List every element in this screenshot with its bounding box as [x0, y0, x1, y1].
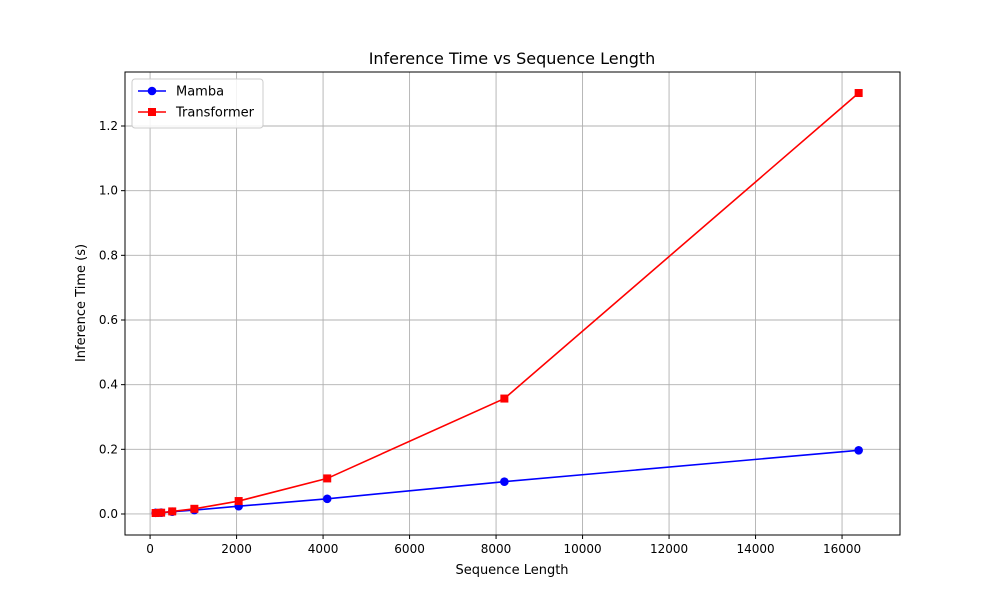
y-tick-label: 1.2: [99, 119, 118, 133]
x-tick-label: 4000: [308, 542, 339, 556]
x-tick-label: 14000: [736, 542, 774, 556]
transformer-point: [168, 507, 177, 516]
axes-frame: [124, 71, 901, 536]
y-tick-label: 0.0: [99, 507, 118, 521]
legend-mamba-label: Mamba: [176, 85, 224, 100]
x-tick-label: 6000: [394, 542, 425, 556]
mamba-point: [322, 494, 332, 504]
transformer-point: [157, 508, 166, 517]
transformer-point: [500, 394, 509, 403]
x-tick-label: 8000: [481, 542, 512, 556]
mamba-point: [500, 477, 509, 486]
chart-title: Inference Time vs Sequence Length: [369, 49, 656, 68]
y-tick-label: 0.4: [99, 378, 118, 392]
y-tick-label: 0.6: [99, 313, 118, 327]
y-tick-label: 0.8: [99, 248, 118, 262]
legend-transformer-label: Transformer: [175, 106, 255, 121]
x-axis-label: Sequence Length: [455, 563, 568, 578]
transformer-point: [190, 504, 199, 513]
x-tick-label: 0: [146, 542, 154, 556]
transformer-point: [151, 509, 160, 518]
transformer-point: [323, 474, 332, 483]
y-tick-label: 1.0: [99, 184, 118, 198]
legend: Mamba Transformer: [131, 78, 264, 129]
x-tick-label: 12000: [650, 542, 688, 556]
legend-transformer-marker: [148, 108, 156, 116]
ticks: 0 2000 4000 6000 8000 10000 12000 14000 16000 0.0…: [99, 119, 861, 556]
series-layer: [151, 89, 863, 518]
mamba-point: [854, 445, 863, 455]
transformer-point: [234, 497, 243, 506]
x-tick-label: 16000: [823, 542, 861, 556]
legend-mamba-marker: [147, 86, 157, 96]
x-tick-label: 10000: [563, 542, 601, 556]
y-tick-label: 0.2: [99, 442, 118, 456]
grid: [125, 72, 900, 535]
transformer-point: [854, 89, 863, 98]
y-axis-label: Inference Time (s): [74, 244, 89, 362]
x-tick-label: 2000: [221, 542, 252, 556]
